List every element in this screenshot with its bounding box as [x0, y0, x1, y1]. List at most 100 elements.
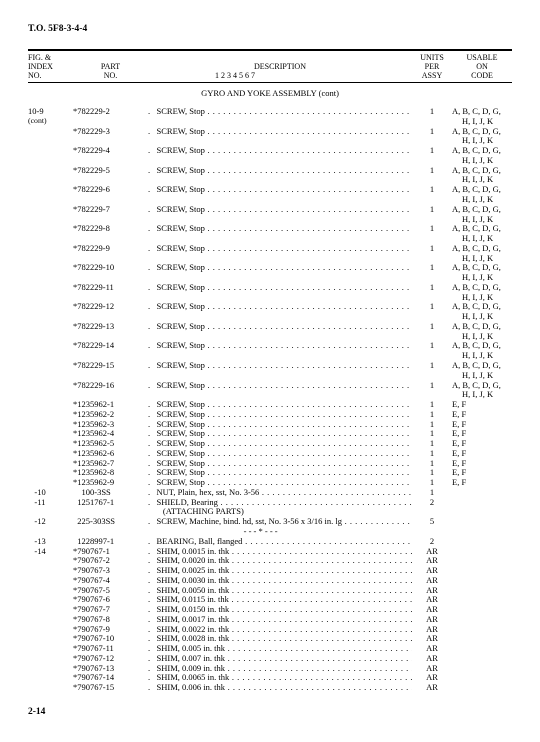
desc-text: . SCREW, Stop [148, 420, 412, 429]
cell-code: A, B, C, D, G,H, I, J, K [452, 127, 512, 147]
table-row: *782229-8. SCREW, Stop1A, B, C, D, G,H, … [28, 224, 512, 244]
cell-desc: . SCREW, Stop [148, 302, 412, 312]
table-row: *782229-9. SCREW, Stop1A, B, C, D, G,H, … [28, 244, 512, 264]
header-part: PART NO. [73, 54, 148, 80]
section-title: GYRO AND YOKE ASSEMBLY (cont) [28, 89, 512, 99]
desc-text: . SHIM, 0.0150 in. thk [148, 605, 412, 614]
desc-text: . SHIM, 0.0017 in. thk [148, 615, 412, 624]
cell-fig-sub: (cont) [28, 117, 73, 126]
hdr-fig-3: NO. [28, 71, 42, 80]
desc-text: . NUT, Plain, hex, sst, No. 3-56 [148, 488, 412, 497]
cell-desc: . SCREW, Stop [148, 410, 412, 420]
desc-text: . SCREW, Stop [148, 410, 412, 419]
table-row: *782229-6. SCREW, Stop1A, B, C, D, G,H, … [28, 185, 512, 205]
desc-text: - - - * - - - [148, 527, 278, 536]
cell-desc: . SCREW, Stop [148, 449, 412, 459]
desc-text: . SCREW, Stop [148, 205, 412, 214]
cell-units: 1 [412, 224, 452, 234]
desc-text: . SCREW, Stop [148, 322, 412, 331]
cell-desc: . SCREW, Stop [148, 224, 412, 234]
desc-text: . SCREW, Stop [148, 244, 412, 253]
cell-desc: . SCREW, Stop [148, 459, 412, 469]
desc-text: . SHIM, 0.0050 in. thk [148, 586, 412, 595]
hdr-part-2: NO. [104, 71, 118, 80]
cell-part: 1251767-1 [73, 498, 148, 508]
desc-text: . SCREW, Stop [148, 341, 412, 350]
cell-code: A, B, C, D, G,H, I, J, K [452, 381, 512, 401]
desc-text: . SCREW, Stop [148, 283, 412, 292]
cell-units: 1 [412, 302, 452, 312]
hdr-units-1: UNITS [420, 53, 444, 62]
table-row: -11 1251767-1. SHIELD, Bearing2 [28, 498, 512, 508]
cell-desc: . SCREW, Stop [148, 146, 412, 156]
desc-text: . SCREW, Machine, bind. hd, sst, No. 3-5… [148, 517, 412, 526]
table-row: *782229-5. SCREW, Stop1A, B, C, D, G,H, … [28, 166, 512, 186]
cell-part: *782229-10 [73, 263, 148, 273]
table-row: *782229-7. SCREW, Stop1A, B, C, D, G,H, … [28, 205, 512, 225]
table-header: FIG. & INDEX NO. PART NO. DESCRIPTION 1 … [28, 49, 512, 83]
desc-text: . SHIM, 0.0030 in. thk [148, 576, 412, 585]
cell-desc: . SHIM, 0.007 in. thk [148, 654, 412, 664]
cell-units: 1 [412, 107, 452, 117]
cell-desc: (ATTACHING PARTS) [148, 507, 412, 517]
hdr-code-3: CODE [471, 71, 493, 80]
cell-part: *782229-8 [73, 224, 148, 234]
desc-text: . SHIM, 0.006 in. thk [148, 683, 412, 692]
table-row: *782229-3. SCREW, Stop1A, B, C, D, G,H, … [28, 127, 512, 147]
cell-desc: . SCREW, Stop [148, 205, 412, 215]
cell-desc: . SCREW, Stop [148, 420, 412, 430]
desc-text: . SHIM, 0.0025 in. thk [148, 566, 412, 575]
cell-units: 1 [412, 185, 452, 195]
desc-text: . SCREW, Stop [148, 400, 412, 409]
cell-code: A, B, C, D, G,H, I, J, K [452, 185, 512, 205]
cell-units: 1 [412, 127, 452, 137]
desc-text: . SCREW, Stop [148, 146, 412, 155]
desc-text: . SHIM, 0.005 in. thk [148, 644, 412, 653]
cell-part: *782229-3 [73, 127, 148, 137]
cell-units: 1 [412, 205, 452, 215]
cell-part: *782229-12 [73, 302, 148, 312]
desc-text: . SHIM, 0.0022 in. thk [148, 625, 412, 634]
desc-text: . SCREW, Stop [148, 185, 412, 194]
desc-text: . SCREW, Stop [148, 449, 412, 458]
cell-desc: . SHIM, 0.0015 in. thk [148, 547, 412, 557]
cell-code: A, B, C, D, G,H, I, J, K [452, 166, 512, 186]
desc-text: . SHIM, 0.0015 in. thk [148, 547, 412, 556]
cell-desc: . BEARING, Ball, flanged [148, 537, 412, 547]
page-number: 2-14 [28, 707, 512, 718]
cell-part: *782229-2 [73, 107, 148, 117]
cell-desc: . SCREW, Stop [148, 127, 412, 137]
cell-code: A, B, C, D, G,H, I, J, K [452, 283, 512, 303]
cell-desc: . SCREW, Stop [148, 381, 412, 391]
hdr-code-1: USABLE [466, 53, 497, 62]
header-code: USABLE ON CODE [452, 54, 512, 80]
cell-desc: . SHIM, 0.0020 in. thk [148, 556, 412, 566]
cell-desc: . SCREW, Stop [148, 400, 412, 410]
desc-text: . SHIM, 0.0020 in. thk [148, 556, 412, 565]
cell-desc: . SCREW, Stop [148, 341, 412, 351]
hdr-units-3: ASSY [422, 71, 442, 80]
cell-desc: . SCREW, Stop [148, 244, 412, 254]
table-row: *782229-12. SCREW, Stop1A, B, C, D, G,H,… [28, 302, 512, 322]
table-row: *782229-13. SCREW, Stop1A, B, C, D, G,H,… [28, 322, 512, 342]
table-row: 10-9(cont)*782229-2. SCREW, Stop1A, B, C… [28, 107, 512, 127]
cell-desc: . SHIM, 0.0150 in. thk [148, 605, 412, 615]
hdr-fig-1: FIG. & [28, 53, 51, 62]
desc-text: . SHIM, 0.0065 in. thk [148, 673, 412, 682]
cell-desc: . SHIM, 0.009 in. thk [148, 664, 412, 674]
cell-desc: . NUT, Plain, hex, sst, No. 3-56 [148, 488, 412, 498]
cell-units: 2 [412, 498, 452, 508]
cell-units: 1 [412, 283, 452, 293]
cell-desc: . SCREW, Stop [148, 429, 412, 439]
cell-code: A, B, C, D, G,H, I, J, K [452, 263, 512, 283]
code-line1: E, F [452, 478, 512, 488]
desc-text: . SHIM, 0.0115 in. thk [148, 595, 412, 604]
desc-text: . SCREW, Stop [148, 429, 412, 438]
cell-desc: . SCREW, Stop [148, 283, 412, 293]
cell-code: A, B, C, D, G,H, I, J, K [452, 361, 512, 381]
cell-desc: . SCREW, Stop [148, 322, 412, 332]
doc-id: T.O. 5F8-3-4-4 [28, 24, 512, 35]
cell-part: *782229-13 [73, 322, 148, 332]
hdr-fig-2: INDEX [28, 62, 53, 71]
cell-desc: . SCREW, Stop [148, 107, 412, 117]
